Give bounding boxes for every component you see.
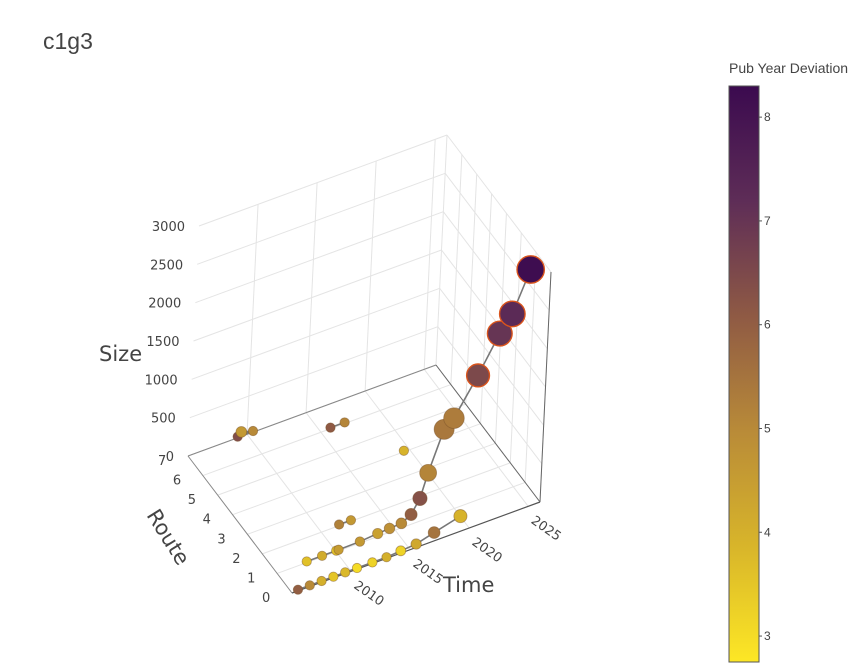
time-axis-title: Time [442,573,494,597]
time-tick-label: 2025 [528,513,564,544]
route-tick-label: 0 [262,591,270,606]
data-point[interactable] [398,445,409,456]
route-tick-label: 4 [203,513,211,528]
time-tick-label: 2020 [469,535,505,566]
route-tick-label: 6 [173,474,181,489]
side-floor-edge [435,364,541,503]
colorbar-tick-label: 3 [764,629,771,643]
floor-grid-line [423,369,529,507]
wall-grid-line [189,326,439,419]
data-point[interactable] [247,425,259,437]
route-tick-label: 1 [247,571,255,586]
wall-grid-line [198,134,448,227]
data-point[interactable] [486,320,513,347]
data-series [232,255,546,595]
size-tick-label: 0 [166,450,174,465]
data-point[interactable] [383,522,396,535]
data-point[interactable] [395,545,407,557]
colorbar-title: Pub Year Deviation [729,60,848,76]
time-tick-label: 2010 [351,578,387,609]
data-point[interactable] [410,538,422,550]
wall-grid-line [195,211,444,304]
data-point[interactable] [516,255,546,284]
floor-grid-line [232,423,481,516]
data-point[interactable] [333,519,345,530]
route-tick-label: 3 [217,532,225,547]
size-tick-label: 2500 [150,258,183,273]
wall-grid-line [437,326,543,464]
data-point[interactable] [235,426,248,438]
size-tick-label: 2000 [148,297,181,312]
data-point[interactable] [325,422,336,433]
colorbar-tick-label: 5 [764,421,771,435]
floor-grid-line [364,390,470,529]
floor-grid-line [262,462,511,555]
colorbar-tick-label: 8 [764,110,771,124]
data-point[interactable] [498,300,526,328]
route-tick-label: 7 [158,454,166,469]
data-point[interactable] [316,575,327,587]
data-point[interactable] [372,527,384,540]
data-point[interactable] [354,536,366,547]
route-axis-title: Route [142,505,195,569]
route-tick-label: 2 [232,552,240,567]
back-floor-edge [187,364,437,457]
data-point[interactable] [453,509,468,524]
data-point[interactable] [328,571,339,582]
colorbar-tick-label: 4 [764,525,771,539]
wall-grid-line [446,134,552,273]
data-point[interactable] [339,417,350,428]
colorbar: Pub Year Deviation 3 4 5 6 7 8 [728,60,848,663]
size-axis-title: Size [99,342,142,366]
data-point[interactable] [395,517,408,530]
wall-grid-line [444,173,550,311]
wall-grid-line [191,287,440,380]
data-point[interactable] [351,562,363,574]
size-tick-label: 1500 [146,335,179,350]
data-point[interactable] [419,463,438,482]
data-point[interactable] [404,508,418,521]
wall-grid-line [196,172,446,265]
data-point[interactable] [381,552,392,563]
route-axis-line [187,455,293,594]
data-point[interactable] [304,580,315,591]
wall-grid-line [439,288,545,426]
size-tick-label: 1000 [145,373,178,388]
data-point[interactable] [301,556,312,567]
size-tick-label: 3000 [152,220,185,235]
data-point[interactable] [412,490,428,506]
size-tick-label: 500 [151,412,176,427]
time-tick-label: 2015 [410,557,446,588]
floor-grid-line [247,442,496,535]
wall-grid-line [441,249,546,388]
data-point[interactable] [340,567,351,578]
grid-lines [187,134,552,594]
data-point[interactable] [443,407,465,429]
route-tick-label: 5 [188,493,196,508]
colorbar-tick-label: 6 [764,318,771,332]
colorbar-gradient [728,85,760,663]
data-point[interactable] [292,584,304,595]
data-point[interactable] [316,550,328,561]
colorbar-tick-label: 7 [764,214,771,228]
wall-grid-line [193,249,442,342]
chart-title: c1g3 [43,28,93,54]
data-point[interactable] [333,544,344,555]
data-point[interactable] [427,526,441,539]
data-point[interactable] [367,557,378,568]
wall-grid-line [442,211,548,349]
data-point[interactable] [345,515,357,526]
data-point[interactable] [465,363,491,388]
floor-grid-line [217,403,466,496]
size-axis-line [539,271,552,503]
